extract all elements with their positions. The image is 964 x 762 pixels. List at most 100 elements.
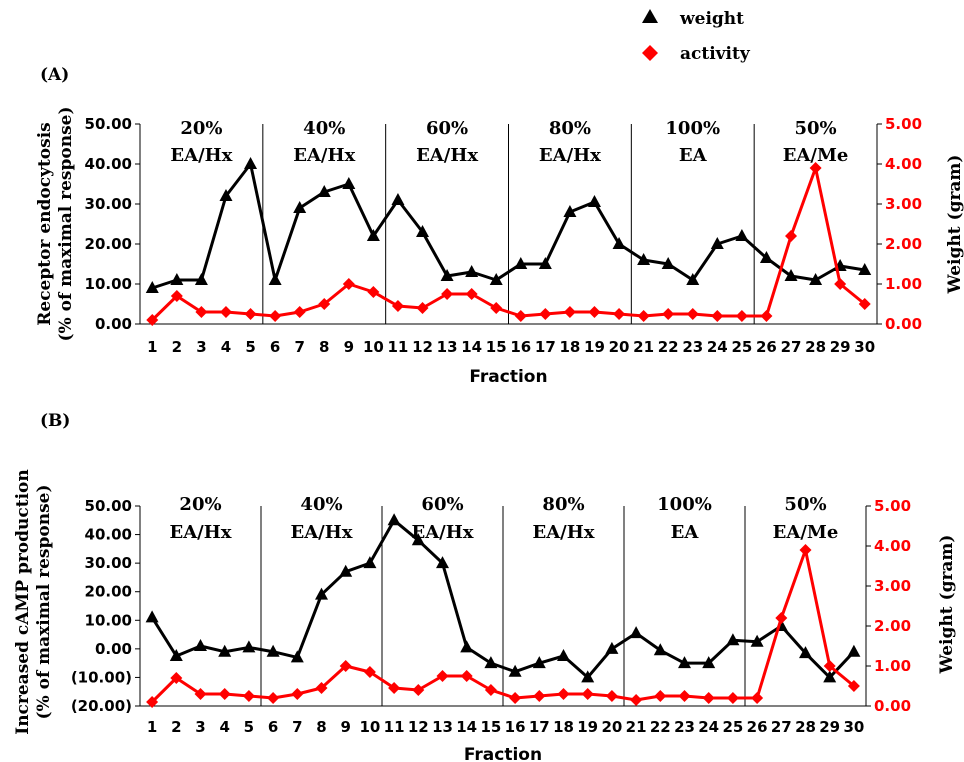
x-tick-label: 3	[196, 338, 206, 356]
segment-percent-label: 100%	[665, 118, 720, 139]
x-axis-title: Fraction	[464, 745, 542, 762]
x-tick-label: 29	[830, 338, 851, 356]
segment-solvent-label: EA/Hx	[293, 145, 355, 166]
data-point-activity	[581, 688, 594, 700]
data-point-activity	[678, 690, 691, 702]
x-tick-label: 30	[843, 718, 864, 736]
left-tick-label: 40.00	[85, 526, 132, 544]
left-tick-label: 50.00	[85, 115, 132, 133]
data-point-weight	[686, 273, 700, 285]
segment-solvent-label: EA/Hx	[291, 522, 353, 543]
segment-percent-label: 80%	[542, 494, 584, 515]
data-point-activity	[726, 692, 739, 704]
data-point-activity	[391, 300, 404, 312]
data-point-activity	[514, 310, 527, 322]
left-tick-label: 20.00	[85, 583, 132, 601]
x-tick-label: 23	[682, 338, 703, 356]
x-tick-label: 11	[388, 338, 409, 356]
x-tick-label: 7	[294, 338, 304, 356]
x-tick-label: 29	[819, 718, 840, 736]
left-tick-label: 50.00	[85, 497, 132, 515]
x-axis-title: Fraction	[469, 367, 547, 387]
left-tick-label: 10.00	[85, 611, 132, 629]
data-point-weight	[293, 201, 307, 213]
x-tick-label: 25	[722, 718, 743, 736]
data-point-activity	[613, 308, 626, 320]
right-tick-label: 2.00	[885, 235, 922, 253]
data-point-activity	[441, 288, 454, 300]
segment-percent-label: 40%	[300, 494, 342, 515]
x-tick-label: 17	[535, 338, 556, 356]
legend-activity-marker	[642, 45, 658, 61]
x-tick-label: 2	[171, 718, 181, 736]
data-point-weight	[317, 185, 331, 197]
data-point-weight	[702, 656, 716, 669]
data-point-weight	[563, 205, 577, 217]
data-point-weight	[605, 641, 619, 654]
segment-percent-label: 50%	[795, 118, 837, 139]
legend-weight-label: weight	[679, 9, 744, 29]
data-point-activity	[339, 660, 352, 672]
data-point-activity	[269, 310, 282, 322]
panel-a-label: (A)	[40, 65, 69, 85]
data-point-activity	[412, 684, 425, 696]
data-point-weight	[858, 263, 872, 275]
x-tick-label: 5	[244, 718, 254, 736]
segment-percent-label: 100%	[657, 494, 712, 515]
data-point-activity	[686, 308, 699, 320]
x-tick-label: 13	[432, 718, 453, 736]
segment-percent-label: 20%	[180, 118, 222, 139]
data-point-activity	[293, 306, 306, 318]
left-tick-label: 10.00	[85, 275, 132, 293]
left-tick-label: 40.00	[85, 155, 132, 173]
data-point-weight	[514, 257, 528, 269]
data-point-activity	[218, 688, 231, 700]
data-point-activity	[195, 306, 208, 318]
right-tick-label: 4.00	[885, 155, 922, 173]
data-point-activity	[267, 692, 280, 704]
x-tick-label: 19	[577, 718, 598, 736]
data-point-weight	[823, 670, 837, 683]
data-point-activity	[702, 692, 715, 704]
segment-solvent-label: EA/Me	[783, 145, 849, 166]
data-point-activity	[509, 692, 522, 704]
segment-solvent-label: EA/Hx	[170, 145, 232, 166]
x-tick-label: 5	[245, 338, 255, 356]
right-tick-label: 3.00	[874, 577, 911, 595]
x-tick-label: 9	[340, 718, 350, 736]
x-tick-label: 13	[437, 338, 458, 356]
x-tick-label: 27	[771, 718, 792, 736]
segment-percent-label: 60%	[421, 494, 463, 515]
segment-solvent-label: EA/Hx	[416, 145, 478, 166]
right-tick-label: 0.00	[874, 697, 911, 715]
data-point-activity	[563, 306, 576, 318]
data-point-activity	[588, 306, 601, 318]
data-point-weight	[366, 229, 380, 241]
left-tick-label: 30.00	[85, 195, 132, 213]
panel-b-label: (B)	[40, 411, 70, 431]
x-tick-label: 26	[747, 718, 768, 736]
data-point-activity	[146, 696, 159, 708]
data-point-weight	[219, 189, 233, 201]
data-point-activity	[711, 310, 724, 322]
segment-solvent-label: EA/Hx	[412, 522, 474, 543]
x-tick-label: 10	[363, 338, 384, 356]
data-point-activity	[460, 670, 473, 682]
x-tick-label: 27	[781, 338, 802, 356]
data-point-activity	[751, 692, 764, 704]
panel-a-chart: (A) 0.00 10.00 20.00 30.00 40.00 50.00 0.00 1.0…	[35, 65, 964, 387]
data-point-weight	[759, 251, 773, 263]
x-tick-label: 20	[601, 718, 622, 736]
x-tick-label: 28	[795, 718, 816, 736]
data-point-activity	[465, 288, 478, 300]
data-point-activity	[799, 544, 812, 556]
x-tick-label: 24	[707, 338, 728, 356]
segment-percent-label: 20%	[179, 494, 221, 515]
data-point-weight	[489, 273, 503, 285]
x-tick-label: 16	[510, 338, 531, 356]
x-tick-label: 15	[480, 718, 501, 736]
data-point-activity	[242, 690, 255, 702]
data-point-activity	[484, 684, 497, 696]
data-point-activity	[662, 308, 675, 320]
